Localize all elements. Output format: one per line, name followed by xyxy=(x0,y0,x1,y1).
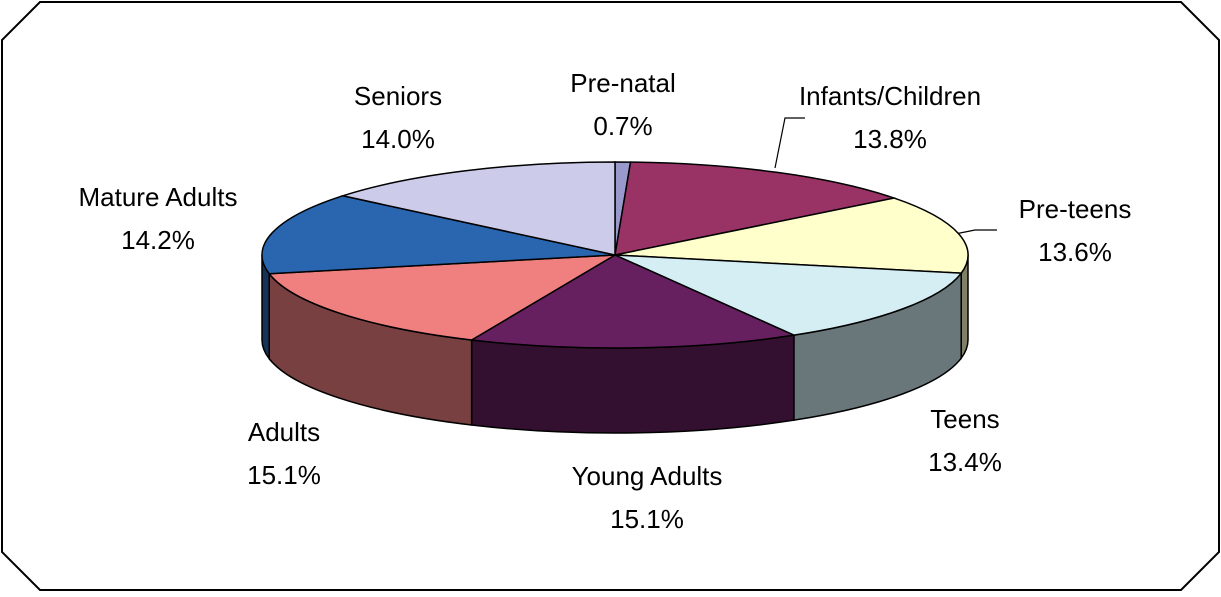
slice-label: Seniors xyxy=(354,81,442,111)
slice-label: Teens xyxy=(930,404,999,434)
slice-label: Mature Adults xyxy=(79,182,238,212)
slice-value-label: 14.2% xyxy=(121,225,195,255)
pie-slice xyxy=(469,254,797,349)
slice-label: Pre-natal xyxy=(570,68,676,98)
pie-slice xyxy=(267,254,616,341)
pie-slice-side xyxy=(470,334,795,434)
slice-value-label: 0.7% xyxy=(593,111,652,141)
slice-value-label: 13.6% xyxy=(1038,237,1112,267)
pie-slice xyxy=(614,197,969,274)
slice-label: Pre-teens xyxy=(1019,194,1132,224)
slice-value-label: 13.4% xyxy=(928,447,1002,477)
slice-value-label: 13.8% xyxy=(853,124,927,154)
slice-value-label: 15.1% xyxy=(247,460,321,490)
leader-line xyxy=(954,229,997,235)
slice-label: Adults xyxy=(248,417,320,447)
pie-slice xyxy=(614,161,897,256)
leader-line xyxy=(774,117,805,169)
slice-value-label: 14.0% xyxy=(361,124,435,154)
pie-slice xyxy=(261,195,616,275)
slice-label: Infants/Children xyxy=(799,81,981,111)
slice-value-label: 15.1% xyxy=(610,504,684,534)
pie-slice xyxy=(339,161,616,256)
pie-slice xyxy=(614,254,963,336)
slice-label: Young Adults xyxy=(572,461,723,491)
